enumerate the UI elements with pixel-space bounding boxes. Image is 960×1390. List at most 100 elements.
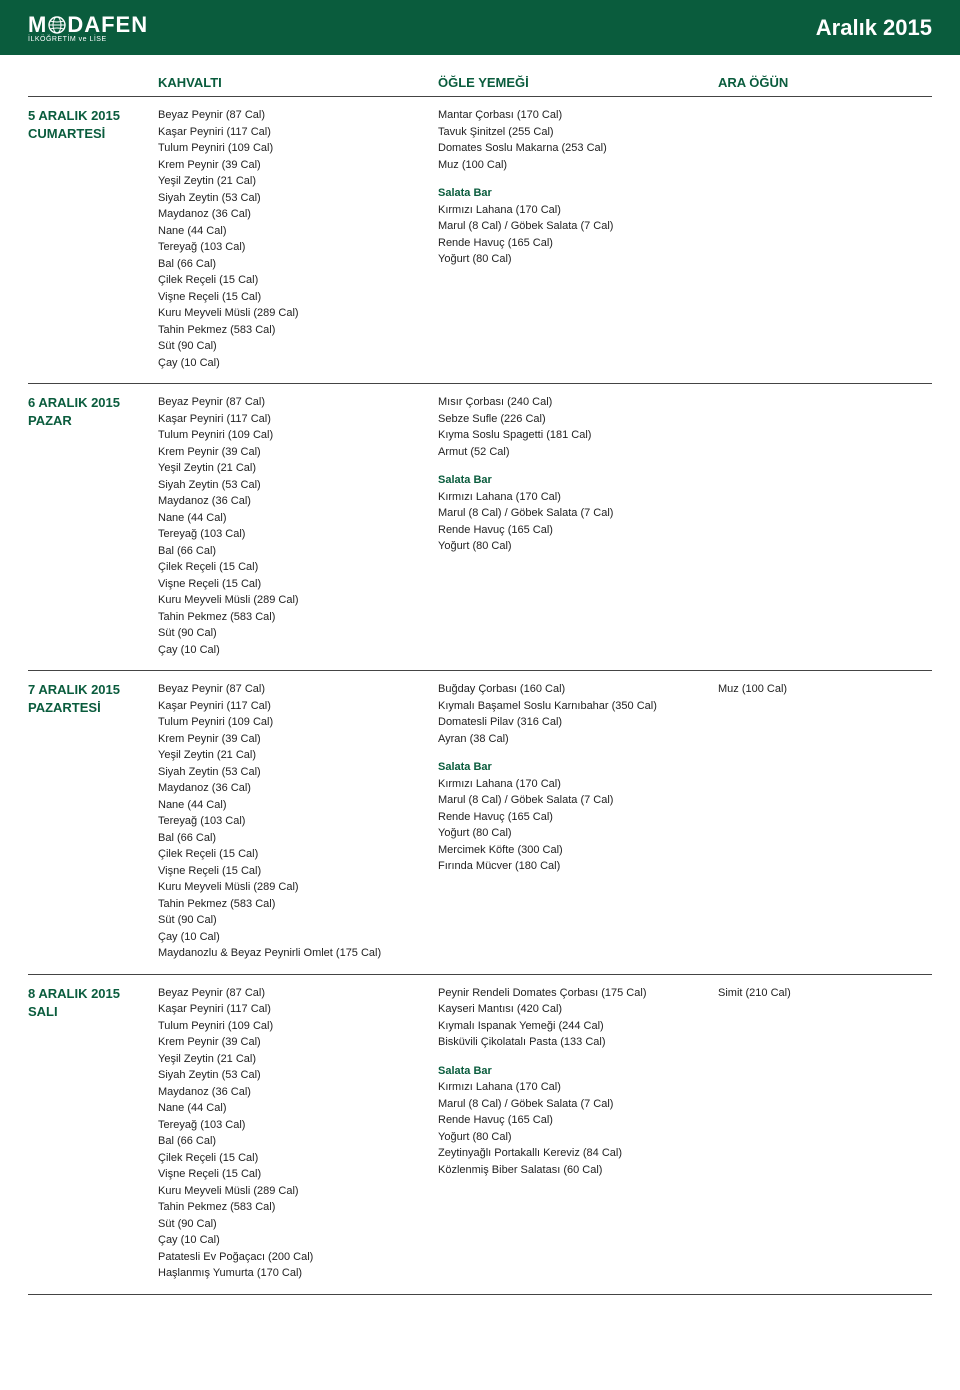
menu-item: Kıymalı Başamel Soslu Karnıbahar (350 Ca…: [438, 698, 718, 715]
menu-item: Kaşar Peyniri (117 Cal): [158, 1001, 438, 1018]
kahvalti-cell: Beyaz Peynir (87 Cal)Kaşar Peyniri (117 …: [158, 985, 438, 1282]
date-line: 8 ARALIK 2015: [28, 985, 158, 1003]
day-row: 5 ARALIK 2015CUMARTESİBeyaz Peynir (87 C…: [28, 97, 932, 384]
menu-item: Bal (66 Cal): [158, 1133, 438, 1150]
menu-item: Zeytinyağlı Portakallı Kereviz (84 Cal): [438, 1145, 718, 1162]
menu-item: Tahin Pekmez (583 Cal): [158, 896, 438, 913]
menu-item: Rende Havuç (165 Cal): [438, 809, 718, 826]
ogle-cell: Peynir Rendeli Domates Çorbası (175 Cal)…: [438, 985, 718, 1282]
menu-item: Tulum Peyniri (109 Cal): [158, 714, 438, 731]
menu-item: Kırmızı Lahana (170 Cal): [438, 776, 718, 793]
menu-item: Yoğurt (80 Cal): [438, 251, 718, 268]
menu-item: Rende Havuç (165 Cal): [438, 522, 718, 539]
date-cell: 6 ARALIK 2015PAZAR: [28, 394, 158, 658]
menu-item: Nane (44 Cal): [158, 797, 438, 814]
date-line: 5 ARALIK 2015: [28, 107, 158, 125]
menu-item: Tereyağ (103 Cal): [158, 526, 438, 543]
menu-item: Tahin Pekmez (583 Cal): [158, 1199, 438, 1216]
menu-item: Çay (10 Cal): [158, 929, 438, 946]
menu-item: Simit (210 Cal): [718, 985, 932, 1002]
date-day-name: PAZAR: [28, 412, 158, 430]
menu-item: Domates Soslu Makarna (253 Cal): [438, 140, 718, 157]
menu-item: Krem Peynir (39 Cal): [158, 731, 438, 748]
spacer: [438, 173, 718, 179]
day-row: 6 ARALIK 2015PAZARBeyaz Peynir (87 Cal)K…: [28, 384, 932, 671]
menu-item: Çilek Reçeli (15 Cal): [158, 846, 438, 863]
menu-item: Maydanoz (36 Cal): [158, 206, 438, 223]
ara-cell: Simit (210 Cal): [718, 985, 932, 1282]
menu-item: Maydanoz (36 Cal): [158, 1084, 438, 1101]
menu-item: Çay (10 Cal): [158, 355, 438, 372]
menu-item: Armut (52 Cal): [438, 444, 718, 461]
menu-item: Bal (66 Cal): [158, 256, 438, 273]
menu-item: Bal (66 Cal): [158, 543, 438, 560]
menu-item: Beyaz Peynir (87 Cal): [158, 107, 438, 124]
menu-item: Siyah Zeytin (53 Cal): [158, 190, 438, 207]
brand-logo: M DAFEN İLKÖĞRETİM ve LİSE: [28, 12, 148, 43]
date-cell: 7 ARALIK 2015PAZARTESİ: [28, 681, 158, 962]
day-row: 8 ARALIK 2015SALIBeyaz Peynir (87 Cal)Ka…: [28, 975, 932, 1295]
menu-item: Çay (10 Cal): [158, 642, 438, 659]
date-cell: 8 ARALIK 2015SALI: [28, 985, 158, 1282]
menu-item: Çay (10 Cal): [158, 1232, 438, 1249]
menu-item: Bisküvili Çikolatalı Pasta (133 Cal): [438, 1034, 718, 1051]
menu-item: Nane (44 Cal): [158, 510, 438, 527]
menu-item: Tereyağ (103 Cal): [158, 239, 438, 256]
menu-item: Vişne Reçeli (15 Cal): [158, 1166, 438, 1183]
menu-item: Maydanoz (36 Cal): [158, 493, 438, 510]
ogle-cell: Mantar Çorbası (170 Cal)Tavuk Şinitzel (…: [438, 107, 718, 371]
menu-item: Mısır Çorbası (240 Cal): [438, 394, 718, 411]
menu-item: Yoğurt (80 Cal): [438, 1129, 718, 1146]
menu-item: Kuru Meyveli Müsli (289 Cal): [158, 1183, 438, 1200]
brand-main: M DAFEN: [28, 12, 148, 38]
spacer: [438, 460, 718, 466]
spacer: [438, 747, 718, 753]
menu-item: Nane (44 Cal): [158, 223, 438, 240]
month-title: Aralık 2015: [816, 15, 932, 41]
menu-item: Kuru Meyveli Müsli (289 Cal): [158, 592, 438, 609]
menu-item: Tulum Peyniri (109 Cal): [158, 140, 438, 157]
col-header-date: [28, 75, 158, 90]
menu-item: Fırında Mücver (180 Cal): [438, 858, 718, 875]
menu-item: Marul (8 Cal) / Göbek Salata (7 Cal): [438, 792, 718, 809]
brand-right: DAFEN: [67, 12, 148, 38]
menu-item: Nane (44 Cal): [158, 1100, 438, 1117]
menu-item: Krem Peynir (39 Cal): [158, 157, 438, 174]
menu-item: Kuru Meyveli Müsli (289 Cal): [158, 879, 438, 896]
salata-bar-label: Salata Bar: [438, 185, 718, 202]
menu-item: Kayseri Mantısı (420 Cal): [438, 1001, 718, 1018]
globe-icon: [48, 16, 66, 34]
menu-item: Kırmızı Lahana (170 Cal): [438, 1079, 718, 1096]
menu-item: Kıyma Soslu Spagetti (181 Cal): [438, 427, 718, 444]
menu-item: Marul (8 Cal) / Göbek Salata (7 Cal): [438, 1096, 718, 1113]
menu-item: Muz (100 Cal): [438, 157, 718, 174]
date-cell: 5 ARALIK 2015CUMARTESİ: [28, 107, 158, 371]
menu-item: Tulum Peyniri (109 Cal): [158, 1018, 438, 1035]
menu-item: Patatesli Ev Poğaçacı (200 Cal): [158, 1249, 438, 1266]
kahvalti-cell: Beyaz Peynir (87 Cal)Kaşar Peyniri (117 …: [158, 681, 438, 962]
day-row: 7 ARALIK 2015PAZARTESİBeyaz Peynir (87 C…: [28, 671, 932, 975]
menu-item: Kuru Meyveli Müsli (289 Cal): [158, 305, 438, 322]
menu-item: Beyaz Peynir (87 Cal): [158, 394, 438, 411]
salata-bar-label: Salata Bar: [438, 759, 718, 776]
menu-item: Krem Peynir (39 Cal): [158, 444, 438, 461]
spacer: [438, 1051, 718, 1057]
menu-item: Krem Peynir (39 Cal): [158, 1034, 438, 1051]
menu-item: Çilek Reçeli (15 Cal): [158, 559, 438, 576]
menu-item: Bal (66 Cal): [158, 830, 438, 847]
kahvalti-cell: Beyaz Peynir (87 Cal)Kaşar Peyniri (117 …: [158, 107, 438, 371]
menu-item: Yoğurt (80 Cal): [438, 825, 718, 842]
menu-item: Tavuk Şinitzel (255 Cal): [438, 124, 718, 141]
menu-item: Çilek Reçeli (15 Cal): [158, 272, 438, 289]
column-headers-row: KAHVALTI ÖĞLE YEMEĞİ ARA ÖĞÜN: [28, 55, 932, 97]
menu-content: KAHVALTI ÖĞLE YEMEĞİ ARA ÖĞÜN 5 ARALIK 2…: [0, 55, 960, 1319]
date-day-name: PAZARTESİ: [28, 699, 158, 717]
menu-item: Muz (100 Cal): [718, 681, 932, 698]
date-line: 6 ARALIK 2015: [28, 394, 158, 412]
menu-item: Marul (8 Cal) / Göbek Salata (7 Cal): [438, 505, 718, 522]
menu-item: Kıymalı Ispanak Yemeği (244 Cal): [438, 1018, 718, 1035]
ogle-cell: Buğday Çorbası (160 Cal)Kıymalı Başamel …: [438, 681, 718, 962]
menu-item: Yeşil Zeytin (21 Cal): [158, 1051, 438, 1068]
menu-item: Vişne Reçeli (15 Cal): [158, 863, 438, 880]
ara-cell: [718, 394, 932, 658]
